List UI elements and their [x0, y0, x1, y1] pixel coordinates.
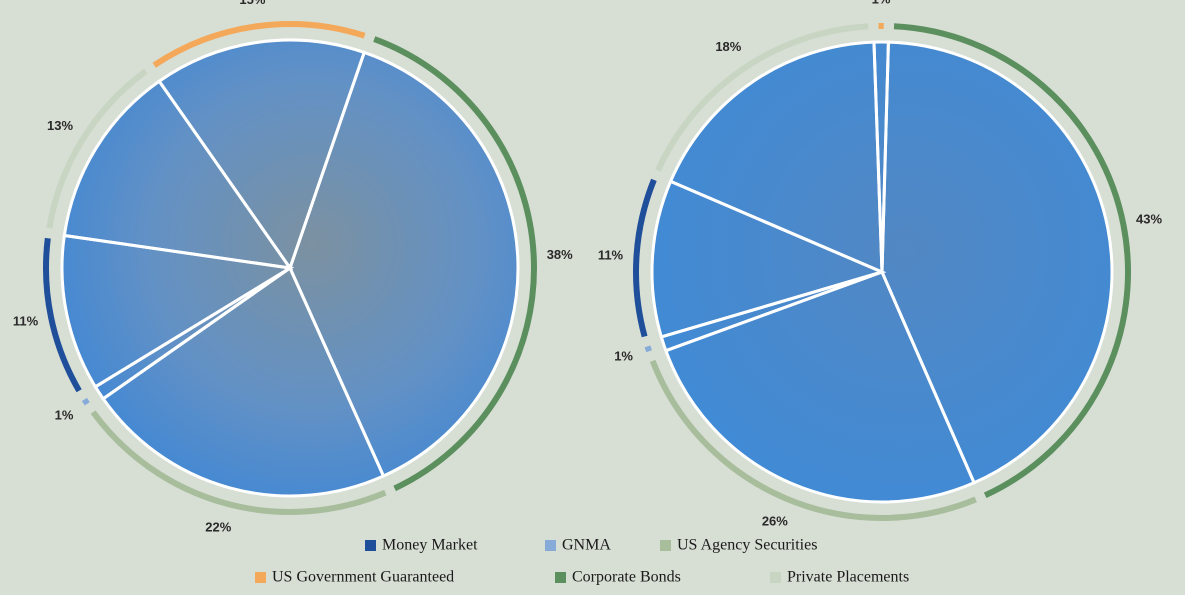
pie-slice [880, 40, 1114, 485]
slice-band [655, 23, 869, 172]
pie-slice [62, 79, 294, 270]
legend-label: Corporate Bonds [572, 569, 681, 586]
pie-slice [288, 50, 520, 478]
legend-swatch [660, 540, 671, 551]
slice-band [373, 36, 537, 492]
legend-label: GNMA [562, 537, 611, 554]
value-label: 26% [762, 513, 788, 528]
value-label: 43% [1136, 212, 1162, 227]
value-label: 11% [598, 247, 624, 262]
legend-label: US Government Guaranteed [272, 569, 454, 586]
value-label: 38% [547, 247, 573, 262]
slice-band [893, 23, 1131, 499]
slice-band [43, 237, 82, 393]
legend-swatch [770, 572, 781, 583]
value-label: 11% [13, 314, 39, 329]
legend-label: Money Market [382, 537, 478, 554]
pie-slice [663, 270, 977, 504]
pie-slice [157, 38, 367, 272]
value-label: 15% [239, 0, 265, 7]
slice-band [90, 410, 387, 515]
value-label: 22% [205, 520, 231, 535]
slice-band [81, 397, 90, 406]
pie-slice [101, 265, 386, 498]
legend-swatch [555, 572, 566, 583]
slice-band [649, 359, 977, 521]
pie-slice [650, 179, 887, 339]
slice-band [152, 21, 366, 68]
slice-band [644, 345, 652, 353]
value-label: 18% [715, 39, 741, 54]
pie-slice [60, 233, 295, 389]
slice-band [46, 68, 148, 229]
value-label: 1% [614, 348, 633, 363]
pie-slice [668, 40, 884, 275]
legend-swatch [255, 572, 266, 583]
value-label: 1% [55, 407, 74, 422]
value-label: 1% [872, 0, 891, 6]
legend-swatch [545, 540, 556, 551]
legend-swatch [365, 540, 376, 551]
legend-label: Private Placements [787, 569, 909, 586]
value-label: 13% [47, 118, 73, 133]
legend-label: US Agency Securities [677, 537, 817, 554]
slice-band [633, 178, 657, 338]
